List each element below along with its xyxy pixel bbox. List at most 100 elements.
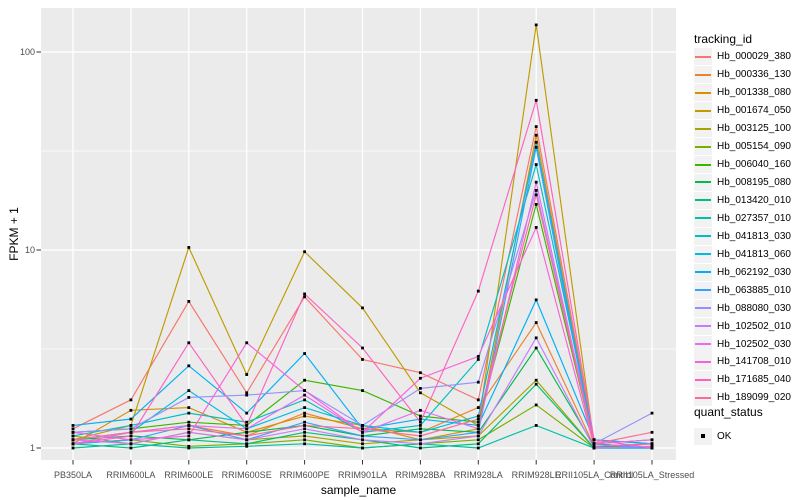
y-tick-label: 100 xyxy=(20,47,35,57)
legend-entry-Hb_041813_060: Hb_041813_060 xyxy=(694,245,791,263)
data-point xyxy=(187,406,191,409)
legend-key xyxy=(694,335,712,353)
legend-swatch-line xyxy=(695,343,711,345)
data-point xyxy=(71,446,75,450)
legend-entry-Hb_001338_080: Hb_001338_080 xyxy=(694,84,791,102)
data-point xyxy=(476,417,480,421)
legend-swatch-line xyxy=(695,307,711,310)
x-tick-label: RRIM600LE xyxy=(164,470,213,480)
legend-swatch-line xyxy=(695,181,711,184)
data-point xyxy=(361,446,364,450)
legend-key xyxy=(694,84,712,102)
data-point xyxy=(534,321,538,324)
data-point xyxy=(303,411,306,415)
data-point xyxy=(650,411,654,415)
y-axis-title: FPKM + 1 xyxy=(7,207,21,261)
data-point xyxy=(187,364,191,368)
data-point xyxy=(187,444,191,448)
x-tick-label: RRII105LA_Stressed xyxy=(610,470,695,480)
legend-entry-label: Hb_141708_010 xyxy=(717,356,791,368)
legend-entry-label: Hb_102502_010 xyxy=(717,320,791,332)
legend-entry-label: Hb_189099_020 xyxy=(717,392,791,404)
data-point xyxy=(245,434,249,438)
data-point xyxy=(476,430,480,434)
data-point xyxy=(245,373,249,376)
legend-entry-label: Hb_008195_080 xyxy=(717,176,791,188)
legend-swatch-line xyxy=(695,55,711,58)
data-point xyxy=(129,442,133,446)
plot-panel xyxy=(41,8,676,460)
data-point xyxy=(361,306,364,310)
quant-status-legend-entry: OK xyxy=(694,427,731,445)
data-point xyxy=(476,414,480,418)
data-point xyxy=(245,438,249,442)
legend-entry-label: Hb_063885_010 xyxy=(717,284,791,296)
data-point xyxy=(534,23,538,27)
legend-key xyxy=(694,156,712,173)
legend-swatch-line xyxy=(695,145,711,148)
legend-entry-Hb_000029_380: Hb_000029_380 xyxy=(694,48,791,66)
legend-key xyxy=(694,120,712,138)
data-point xyxy=(245,424,249,427)
data-point xyxy=(419,430,422,434)
data-point xyxy=(129,434,133,438)
data-point xyxy=(419,438,422,442)
data-point xyxy=(419,424,422,427)
legend-key xyxy=(694,245,712,263)
data-point xyxy=(129,430,133,434)
quant-status-label: OK xyxy=(717,430,732,442)
data-point xyxy=(187,438,191,442)
data-point xyxy=(303,389,306,392)
data-point xyxy=(245,411,249,415)
data-point xyxy=(245,430,249,434)
legend-key xyxy=(694,209,712,227)
data-point xyxy=(303,292,306,296)
data-point xyxy=(534,98,538,102)
data-point xyxy=(534,298,538,302)
data-point xyxy=(476,358,480,361)
legend-entry-Hb_041813_030: Hb_041813_030 xyxy=(694,227,791,245)
data-point xyxy=(129,408,133,412)
data-point xyxy=(187,446,191,450)
data-point xyxy=(534,163,538,166)
data-point xyxy=(534,226,538,229)
data-point xyxy=(419,414,422,418)
data-point xyxy=(419,446,422,450)
legend-key xyxy=(694,102,712,120)
data-point xyxy=(361,430,364,434)
data-point xyxy=(476,355,480,358)
legend-swatch-line xyxy=(695,271,711,274)
legend-swatch-line xyxy=(695,109,711,112)
data-point xyxy=(361,438,364,442)
data-point xyxy=(419,420,422,424)
legend-swatch-line xyxy=(695,163,711,166)
data-point xyxy=(187,341,191,345)
data-point xyxy=(245,444,249,448)
data-point xyxy=(534,336,538,340)
legend-entry-Hb_189099_020: Hb_189099_020 xyxy=(694,389,791,407)
data-point xyxy=(419,427,422,431)
legend-key xyxy=(694,173,712,191)
legend-entry-Hb_027357_010: Hb_027357_010 xyxy=(694,209,791,227)
data-point xyxy=(419,434,422,438)
data-point xyxy=(534,202,538,206)
data-point xyxy=(534,424,538,427)
data-point xyxy=(303,427,306,431)
data-point xyxy=(650,444,654,448)
legend-entry-Hb_102502_030: Hb_102502_030 xyxy=(694,335,791,353)
legend-swatch-line xyxy=(695,127,711,130)
legend-entry-Hb_062192_030: Hb_062192_030 xyxy=(694,263,791,281)
data-point xyxy=(650,438,654,442)
data-point xyxy=(303,438,306,442)
data-point xyxy=(187,411,191,415)
data-point xyxy=(361,346,364,350)
legend-entry-label: Hb_013420_010 xyxy=(717,194,791,206)
data-point xyxy=(303,430,306,434)
data-point xyxy=(534,378,538,382)
data-point xyxy=(245,341,249,345)
legend-entry-Hb_006040_160: Hb_006040_160 xyxy=(694,156,791,174)
legend-entry-label: Hb_001674_050 xyxy=(717,105,791,117)
legend-entry-label: Hb_000336_130 xyxy=(717,69,791,81)
data-point xyxy=(71,424,75,427)
